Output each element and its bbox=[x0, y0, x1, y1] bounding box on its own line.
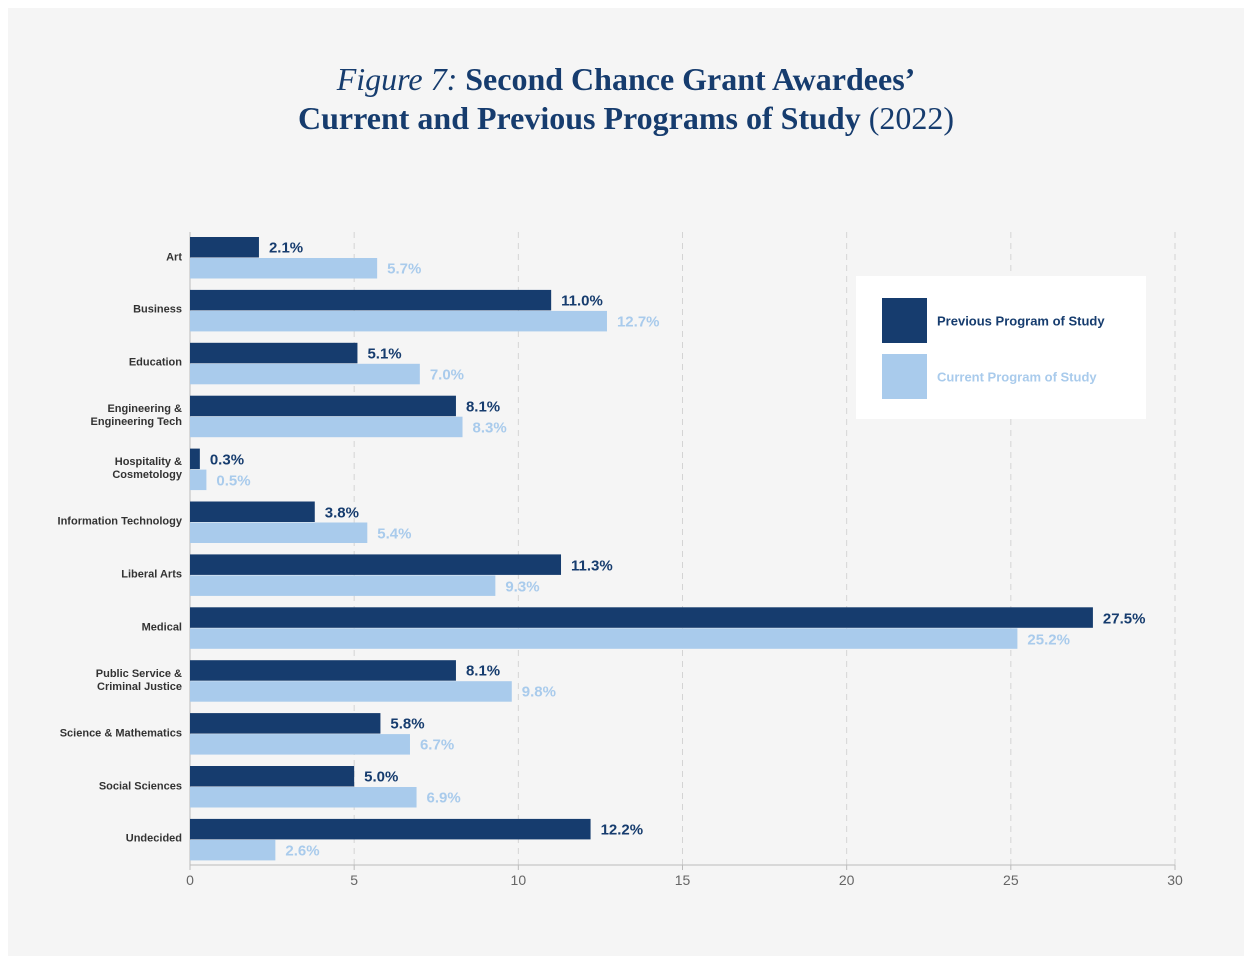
bar bbox=[190, 258, 378, 279]
data-label: 0.5% bbox=[216, 472, 251, 490]
y-tick-label: Public Service & Criminal Justice bbox=[95, 667, 182, 693]
x-tick-label: 25 bbox=[1003, 872, 1019, 888]
data-label: 5.8% bbox=[390, 715, 425, 733]
data-label: 3.8% bbox=[324, 504, 359, 522]
y-tick-label: Education bbox=[128, 356, 182, 369]
bar bbox=[190, 554, 562, 575]
bar bbox=[190, 342, 358, 364]
chart-title: Current and Previous Programs of Study bbox=[298, 100, 861, 136]
x-tick-label: 15 bbox=[674, 872, 691, 888]
title-year: (2022) bbox=[868, 100, 954, 136]
title-line: Current and Previous Programs of Study (… bbox=[0, 99, 1252, 137]
bar bbox=[190, 310, 607, 332]
x-tick-label: 30 bbox=[1167, 872, 1183, 888]
bar bbox=[190, 628, 1018, 649]
bar bbox=[190, 787, 417, 808]
bar bbox=[190, 660, 456, 681]
data-label: 11.3% bbox=[571, 557, 613, 575]
data-label: 8.3% bbox=[472, 419, 507, 437]
bar bbox=[190, 734, 410, 755]
y-tick-label: Undecided bbox=[125, 832, 182, 845]
data-label: 6.9% bbox=[426, 789, 461, 807]
y-tick-label: Business bbox=[133, 303, 182, 316]
bar bbox=[190, 448, 200, 470]
data-label: 27.5% bbox=[1102, 610, 1146, 628]
x-tick-label: 10 bbox=[510, 872, 527, 888]
y-tick-label: Information Technology bbox=[57, 515, 182, 528]
bar bbox=[190, 607, 1093, 628]
chart-title: Second Chance Grant Awardees’ bbox=[465, 61, 916, 97]
bar bbox=[190, 713, 381, 734]
bar bbox=[190, 839, 276, 861]
data-label: 0.3% bbox=[209, 451, 245, 469]
bar bbox=[190, 501, 315, 522]
y-tick-label: Social Sciences bbox=[98, 780, 182, 792]
bar bbox=[190, 395, 456, 417]
bar bbox=[190, 522, 368, 543]
bar bbox=[190, 237, 259, 258]
legend-swatch bbox=[882, 354, 927, 399]
data-label: 12.7% bbox=[616, 313, 660, 331]
bar bbox=[190, 289, 552, 311]
legend-label: Previous Program of Study bbox=[937, 313, 1105, 328]
bar bbox=[190, 416, 463, 438]
data-label: 5.4% bbox=[377, 525, 412, 543]
x-tick-label: 20 bbox=[838, 872, 855, 888]
data-label: 8.1% bbox=[465, 662, 501, 680]
bar bbox=[190, 818, 591, 840]
legend-swatch bbox=[882, 298, 927, 343]
data-label: 5.1% bbox=[367, 345, 402, 363]
bar bbox=[190, 681, 512, 702]
bar bbox=[190, 766, 355, 787]
data-label: 9.8% bbox=[521, 683, 556, 701]
data-label: 2.6% bbox=[285, 842, 320, 860]
data-label: 12.2% bbox=[600, 821, 644, 839]
title-label: Figure 7: bbox=[336, 61, 458, 97]
data-label: 2.1% bbox=[268, 239, 304, 257]
y-tick-label: Hospitality & Cosmetology bbox=[112, 456, 182, 482]
data-label: 6.7% bbox=[419, 736, 455, 754]
bar bbox=[190, 469, 207, 491]
y-tick-label: Science & Mathematics bbox=[59, 727, 182, 740]
data-label: 8.1% bbox=[465, 398, 501, 416]
data-label: 5.0% bbox=[364, 768, 399, 786]
title-line: Figure 7: Second Chance Grant Awardees’ bbox=[0, 60, 1252, 98]
y-tick-label: Art bbox=[166, 251, 182, 263]
y-tick-label: Engineering & Engineering Tech bbox=[90, 403, 182, 429]
data-label: 7.0% bbox=[429, 366, 465, 384]
data-label: 9.3% bbox=[505, 578, 540, 596]
y-tick-label: Medical bbox=[141, 621, 182, 634]
data-label: 5.7% bbox=[387, 260, 422, 278]
data-label: 25.2% bbox=[1027, 631, 1070, 649]
y-tick-label: Liberal Arts bbox=[121, 568, 182, 581]
x-tick-label: 0 bbox=[186, 872, 194, 888]
bar bbox=[190, 363, 420, 385]
legend-label: Current Program of Study bbox=[937, 369, 1097, 384]
x-tick-label: 5 bbox=[350, 872, 359, 888]
bar bbox=[190, 575, 496, 596]
data-label: 11.0% bbox=[561, 292, 603, 310]
